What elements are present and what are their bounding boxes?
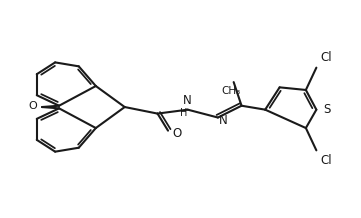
Text: N: N bbox=[183, 94, 192, 107]
Text: O: O bbox=[29, 101, 37, 111]
Text: H: H bbox=[180, 108, 188, 118]
Text: Cl: Cl bbox=[320, 51, 332, 64]
Text: O: O bbox=[172, 127, 181, 140]
Text: S: S bbox=[323, 103, 331, 116]
Text: CH₃: CH₃ bbox=[221, 86, 241, 96]
Text: N: N bbox=[219, 114, 228, 127]
Text: Cl: Cl bbox=[320, 154, 332, 167]
